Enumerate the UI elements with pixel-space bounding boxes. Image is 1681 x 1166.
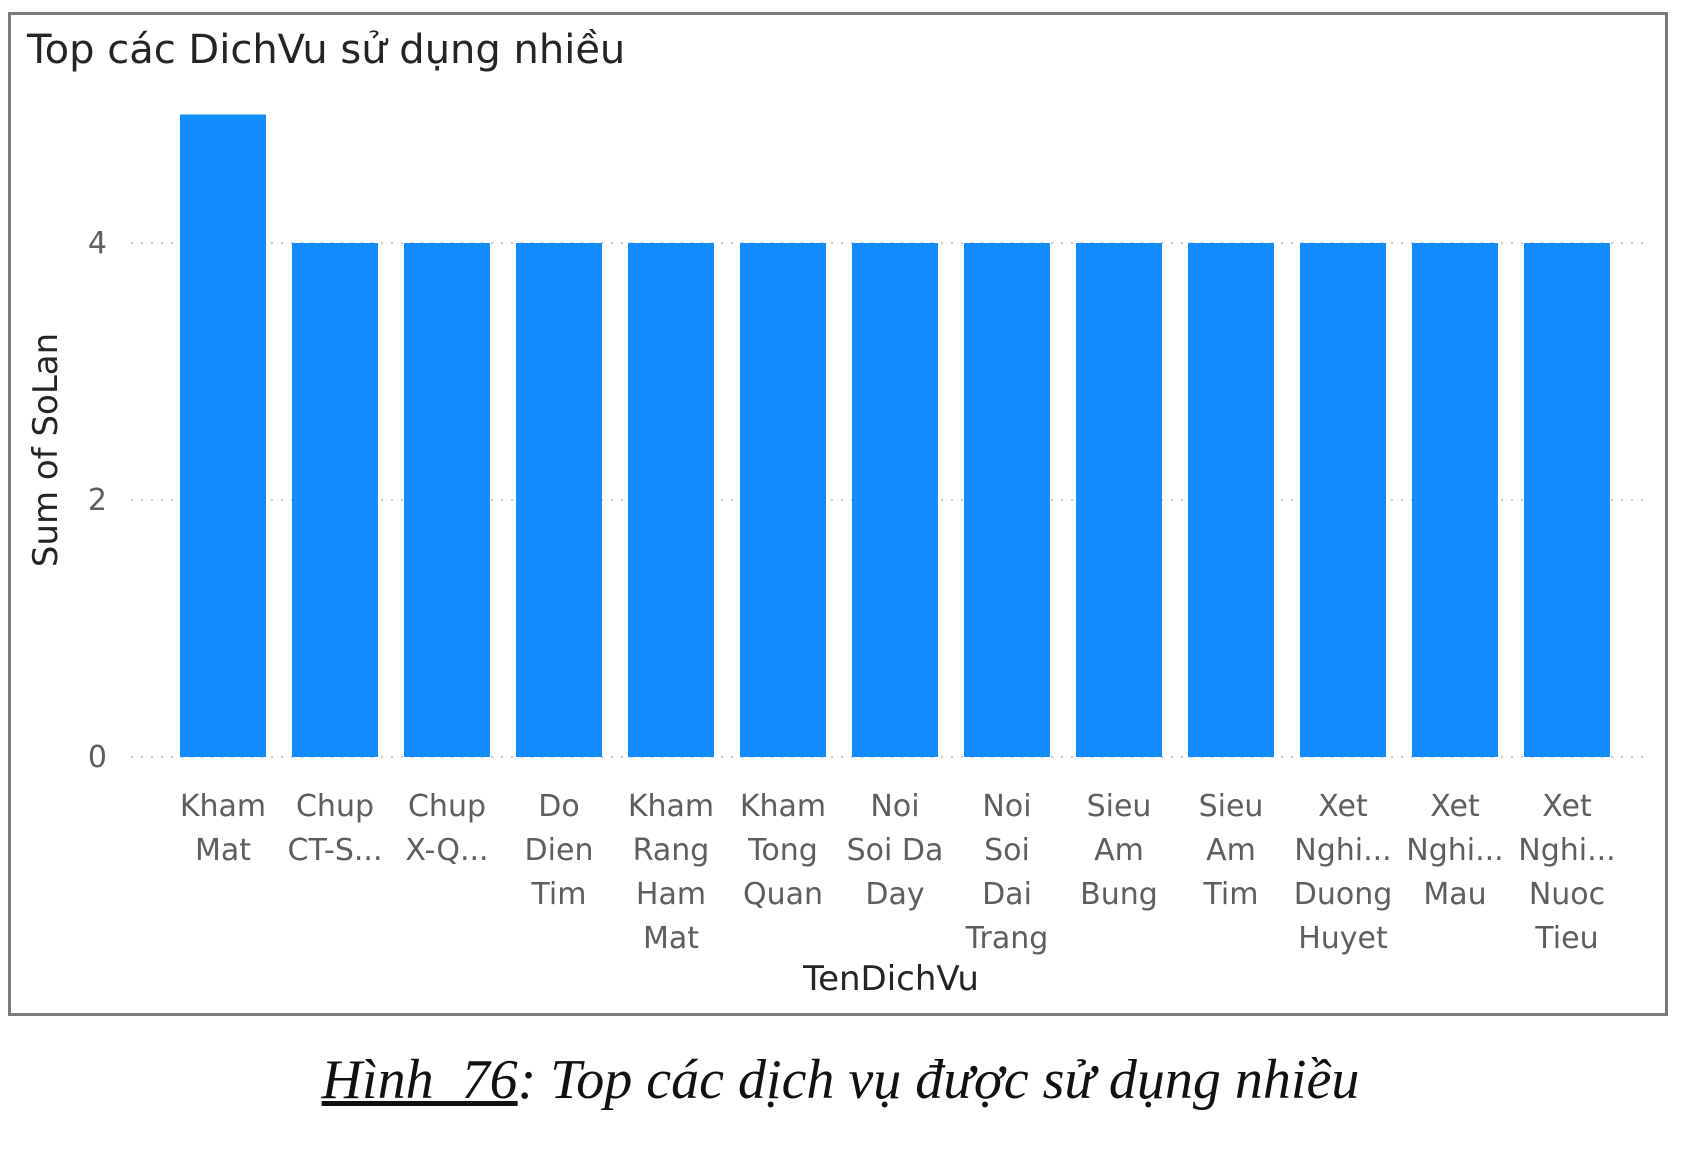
- x-category-label-line: Nghi...: [1406, 833, 1503, 868]
- x-category-label-line: Soi: [984, 833, 1030, 868]
- y-tick-labels: 0 2 4: [88, 226, 107, 775]
- x-category-label-line: Am: [1206, 833, 1256, 868]
- x-category-label: Kham Tong Quan: [740, 789, 826, 912]
- x-category-labels: Kham Mat Chup CT-S... Chup X-Q... Do Dien Tim Kha…: [180, 789, 1616, 956]
- x-category-label-line: Rang: [633, 833, 710, 868]
- x-category-label-line: Nghi...: [1518, 833, 1615, 868]
- bars: [180, 114, 1610, 758]
- x-category-label-line: Do: [538, 789, 579, 824]
- x-category-label-line: X-Q...: [405, 833, 488, 868]
- bar[interactable]: [292, 243, 378, 757]
- x-category-label: Chup X-Q...: [405, 789, 488, 868]
- bar[interactable]: [1076, 243, 1162, 757]
- x-category-label-line: Kham: [180, 789, 266, 824]
- x-category-label-line: Xet: [1318, 789, 1368, 824]
- bar[interactable]: [964, 243, 1050, 757]
- x-category-label-line: Tieu: [1534, 921, 1598, 956]
- chart-frame: Top các DichVu sử dụng nhiều 0 2 4 Kham Mat…: [8, 12, 1668, 1016]
- x-category-label-line: Sieu: [1087, 789, 1152, 824]
- x-category-label: Noi Soi Dai Trang: [965, 789, 1049, 956]
- x-category-label-line: Mat: [643, 921, 699, 956]
- bar[interactable]: [516, 243, 602, 757]
- x-category-label: Sieu Am Tim: [1199, 789, 1264, 912]
- x-category-label-line: Chup: [408, 789, 486, 824]
- x-category-label: Xet Nghi... Nuoc Tieu: [1518, 789, 1615, 956]
- x-category-label: Sieu Am Bung: [1080, 789, 1158, 912]
- x-category-label-line: Bung: [1080, 877, 1158, 912]
- x-category-label-line: Day: [865, 877, 924, 912]
- x-category-label-line: Xet: [1430, 789, 1480, 824]
- bar[interactable]: [1524, 243, 1610, 757]
- x-category-label-line: Tim: [531, 877, 587, 912]
- x-category-label: Xet Nghi... Duong Huyet: [1294, 789, 1393, 956]
- x-category-label: Kham Rang Ham Mat: [628, 789, 714, 956]
- y-axis-title: Sum of SoLan: [26, 333, 66, 567]
- x-category-label: Do Dien Tim: [525, 789, 594, 912]
- x-axis-title: TenDichVu: [802, 959, 979, 999]
- x-category-label-line: Nuoc: [1529, 877, 1605, 912]
- chart-title: Top các DichVu sử dụng nhiều: [26, 27, 625, 73]
- bar[interactable]: [1188, 243, 1274, 757]
- caption-label: Hình_76: [321, 1049, 518, 1111]
- x-category-label-line: Mau: [1423, 877, 1486, 912]
- bar[interactable]: [740, 243, 826, 757]
- x-category-label: Chup CT-S...: [288, 789, 383, 868]
- x-category-label-line: Dien: [525, 833, 594, 868]
- bar[interactable]: [852, 243, 938, 757]
- x-category-label-line: Kham: [628, 789, 714, 824]
- x-category-label-line: Am: [1094, 833, 1144, 868]
- x-category-label-line: Dai: [982, 877, 1032, 912]
- x-category-label: Kham Mat: [180, 789, 266, 868]
- bar[interactable]: [404, 243, 490, 757]
- y-tick-label: 0: [88, 740, 107, 775]
- x-category-label-line: Huyet: [1298, 921, 1388, 956]
- x-category-label-line: Noi: [870, 789, 919, 824]
- x-category-label-line: Xet: [1542, 789, 1592, 824]
- y-tick-label: 2: [88, 483, 107, 518]
- x-category-label-line: Soi Da: [847, 833, 944, 868]
- bar[interactable]: [628, 243, 714, 757]
- x-category-label-line: Sieu: [1199, 789, 1264, 824]
- bar[interactable]: [1300, 243, 1386, 757]
- x-category-label-line: Duong: [1294, 877, 1393, 912]
- x-category-label-line: Nghi...: [1294, 833, 1391, 868]
- x-category-label-line: Chup: [296, 789, 374, 824]
- bar-chart: Top các DichVu sử dụng nhiều 0 2 4 Kham Mat…: [26, 27, 1651, 999]
- x-category-label-line: Quan: [743, 877, 823, 912]
- x-category-label-line: Kham: [740, 789, 826, 824]
- x-category-label-line: CT-S...: [288, 833, 383, 868]
- x-category-label: Noi Soi Da Day: [847, 789, 944, 912]
- x-category-label-line: Noi: [982, 789, 1031, 824]
- x-category-label-line: Ham: [636, 877, 706, 912]
- x-category-label-line: Tong: [747, 833, 818, 868]
- y-tick-label: 4: [88, 226, 107, 261]
- caption-text: : Top các dịch vụ được sử dụng nhiều: [517, 1049, 1360, 1111]
- figure-caption: Hình_76: Top các dịch vụ được sử dụng nh…: [0, 1048, 1681, 1112]
- bar[interactable]: [1412, 243, 1498, 757]
- bar[interactable]: [180, 114, 266, 758]
- x-category-label-line: Trang: [965, 921, 1049, 956]
- x-category-label-line: Mat: [195, 833, 251, 868]
- x-category-label-line: Tim: [1203, 877, 1259, 912]
- x-category-label: Xet Nghi... Mau: [1406, 789, 1503, 912]
